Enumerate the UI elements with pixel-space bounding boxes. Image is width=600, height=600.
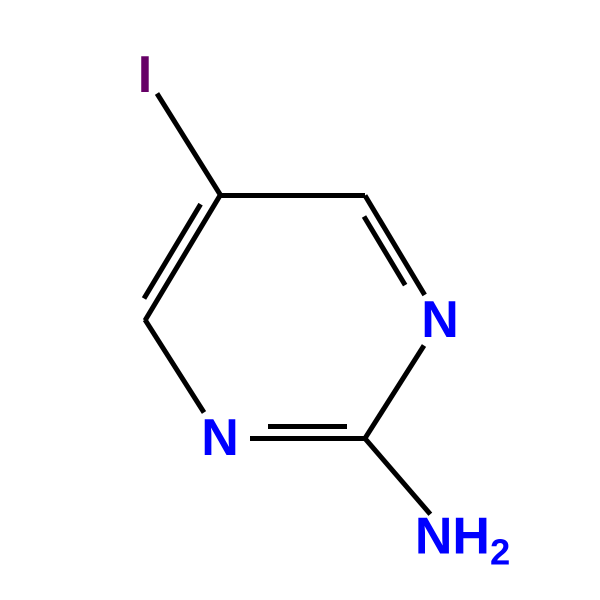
bond-line — [268, 424, 347, 429]
bond-line — [142, 203, 203, 300]
bond-line — [143, 319, 206, 414]
bond-line — [363, 436, 432, 515]
atom-N3: N — [421, 290, 459, 350]
atom-I: I — [138, 45, 152, 105]
atom-N1: N — [201, 408, 239, 468]
molecule-canvas: I N N NH2 — [0, 0, 600, 600]
bond-line — [220, 193, 365, 198]
bond-line — [155, 92, 223, 196]
bond-line — [143, 194, 222, 322]
atom-NH2: NH2 — [415, 506, 510, 573]
bond-line — [250, 436, 365, 441]
bond-line — [363, 344, 426, 439]
bond-line — [363, 194, 427, 296]
